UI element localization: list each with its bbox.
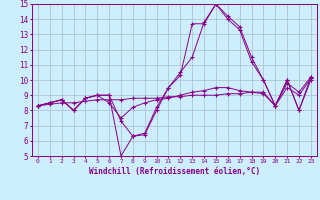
X-axis label: Windchill (Refroidissement éolien,°C): Windchill (Refroidissement éolien,°C) [89,167,260,176]
